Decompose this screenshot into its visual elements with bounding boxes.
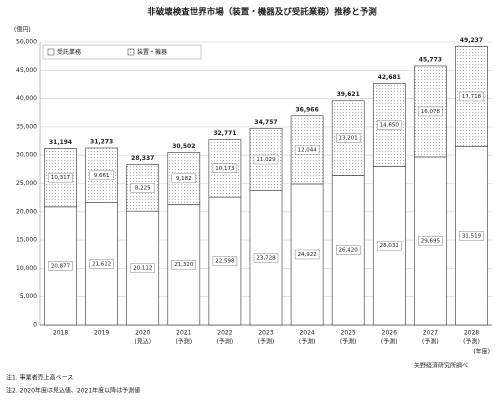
y-tick-label: 45,000 xyxy=(16,67,37,74)
total-label: 42,681 xyxy=(378,74,401,81)
y-tick-label: 25,000 xyxy=(16,180,37,187)
value-label: 9,182 xyxy=(176,176,192,182)
x-unit: (年度) xyxy=(473,348,490,356)
x-tick-note: (予測) xyxy=(217,338,234,346)
legend-label: 装置・機器 xyxy=(137,48,167,56)
value-label: 31,519 xyxy=(462,233,482,239)
total-label: 39,621 xyxy=(337,91,360,98)
y-tick-label: 30,000 xyxy=(16,152,37,159)
label-box xyxy=(418,236,443,246)
value-label: 28,031 xyxy=(380,243,399,249)
x-tick-label: 2022 xyxy=(217,330,232,337)
label-box xyxy=(89,259,114,269)
label-box xyxy=(171,259,197,270)
y-tick-label: 40,000 xyxy=(16,95,37,102)
source: 矢野経済研究所調べ xyxy=(414,362,468,370)
x-tick-label: 2023 xyxy=(258,330,273,337)
label-box xyxy=(459,231,484,241)
label-box xyxy=(253,154,279,165)
value-label: 17,718 xyxy=(462,94,482,100)
x-tick-label: 2021 xyxy=(176,330,191,337)
x-tick-label: 2025 xyxy=(341,330,356,337)
label-box xyxy=(89,170,114,181)
value-label: 22,598 xyxy=(215,259,235,265)
value-label: 11,029 xyxy=(256,157,276,163)
label-box xyxy=(130,263,155,273)
x-tick-label: 2018 xyxy=(53,330,68,337)
value-label: 21,612 xyxy=(92,261,111,267)
y-unit: (億円) xyxy=(14,26,31,34)
y-tick-label: 10,000 xyxy=(16,265,37,272)
value-label: 9,661 xyxy=(94,173,110,179)
x-tick-label: 2019 xyxy=(94,330,109,337)
value-label: 14,650 xyxy=(380,122,400,128)
x-tick-note: (予測) xyxy=(175,338,192,346)
value-label: 13,201 xyxy=(339,136,358,142)
total-label: 30,502 xyxy=(172,143,195,150)
label-box xyxy=(212,163,238,174)
value-label: 12,044 xyxy=(297,147,317,153)
value-label: 23,728 xyxy=(256,255,276,261)
legend-swatch xyxy=(47,48,55,56)
y-tick-label: 35,000 xyxy=(16,123,37,130)
legend-box xyxy=(42,44,202,60)
x-tick-label: 2024 xyxy=(299,330,314,337)
legend-swatch xyxy=(127,48,135,56)
x-tick-note: (予測) xyxy=(340,338,357,346)
label-box xyxy=(130,183,155,193)
label-box xyxy=(294,249,320,260)
label-box xyxy=(294,145,320,155)
label-box xyxy=(212,256,238,266)
value-label: 16,078 xyxy=(421,109,441,115)
label-box xyxy=(418,106,443,117)
value-label: 8,225 xyxy=(135,185,151,191)
note: 注2. 2020年度は見込値、2021年度以降は予測値 xyxy=(6,387,140,395)
value-label: 29,695 xyxy=(421,238,441,244)
x-tick-note: (予測) xyxy=(299,338,316,346)
x-tick-label: 2026 xyxy=(382,330,397,337)
chart-title: 非破壊検査世界市場（装置・機器及び受託業務）推移と予測 xyxy=(147,7,377,18)
y-tick-label: 15,000 xyxy=(16,237,37,244)
total-label: 34,757 xyxy=(254,119,277,126)
total-label: 28,337 xyxy=(131,155,154,162)
label-box xyxy=(48,261,73,271)
label-box xyxy=(335,245,361,255)
label-box xyxy=(253,253,279,263)
total-label: 31,273 xyxy=(90,138,113,145)
x-tick-label: 2020 xyxy=(135,330,150,337)
note: 注1. 事業者売上高ベース xyxy=(6,374,73,382)
x-tick-note: (予測) xyxy=(258,338,275,346)
total-label: 31,194 xyxy=(49,139,72,146)
label-box xyxy=(171,173,197,184)
x-tick-note: (予測) xyxy=(422,338,439,346)
label-box xyxy=(459,91,484,102)
label-box xyxy=(377,120,402,130)
value-label: 26,420 xyxy=(339,248,359,254)
y-tick-label: 20,000 xyxy=(16,208,37,215)
value-label: 24,922 xyxy=(297,252,316,258)
total-label: 36,966 xyxy=(296,106,319,113)
label-box xyxy=(48,172,73,183)
value-label: 10,173 xyxy=(215,166,235,172)
label-box xyxy=(335,133,361,143)
value-label: 21,320 xyxy=(174,262,194,268)
y-tick-label: 0 xyxy=(33,322,37,329)
y-tick-label: 50,000 xyxy=(16,39,37,46)
x-tick-note: (見込) xyxy=(134,338,151,346)
total-label: 49,237 xyxy=(460,37,483,44)
x-tick-label: 2027 xyxy=(423,330,438,337)
legend-label: 受託業務 xyxy=(57,48,81,56)
label-box xyxy=(377,240,402,251)
y-tick-label: 5,000 xyxy=(20,293,37,300)
x-tick-note: (予測) xyxy=(381,338,398,346)
x-tick-label: 2028 xyxy=(464,330,479,337)
total-label: 45,773 xyxy=(419,56,442,63)
value-label: 20,877 xyxy=(51,263,71,269)
total-label: 32,771 xyxy=(213,130,236,137)
value-label: 20,112 xyxy=(133,266,152,272)
value-label: 10,317 xyxy=(51,175,71,181)
x-tick-note: (予測) xyxy=(463,338,480,346)
